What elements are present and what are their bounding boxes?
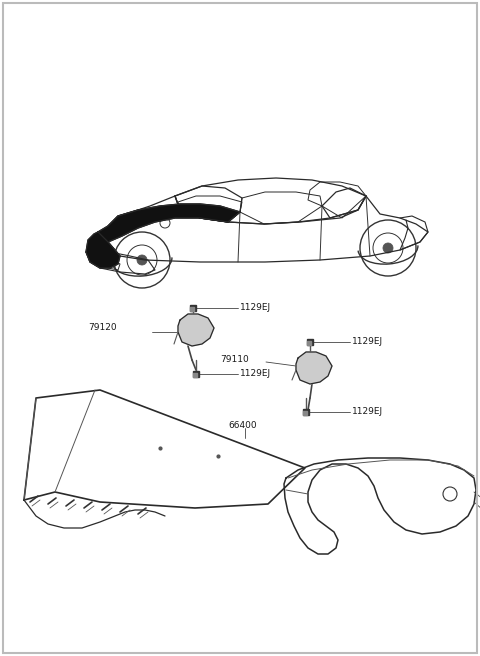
Text: 79120: 79120 [88,323,117,333]
Text: 79110: 79110 [220,356,249,365]
Circle shape [137,255,147,265]
Text: 1129EJ: 1129EJ [240,304,271,312]
Text: 1129EJ: 1129EJ [240,369,271,379]
Text: 66400: 66400 [228,422,257,430]
Polygon shape [296,352,332,384]
Polygon shape [86,232,120,268]
Text: 1129EJ: 1129EJ [352,407,383,417]
Circle shape [383,243,393,253]
Polygon shape [178,314,214,346]
Text: 1129EJ: 1129EJ [352,337,383,346]
Polygon shape [98,204,240,242]
